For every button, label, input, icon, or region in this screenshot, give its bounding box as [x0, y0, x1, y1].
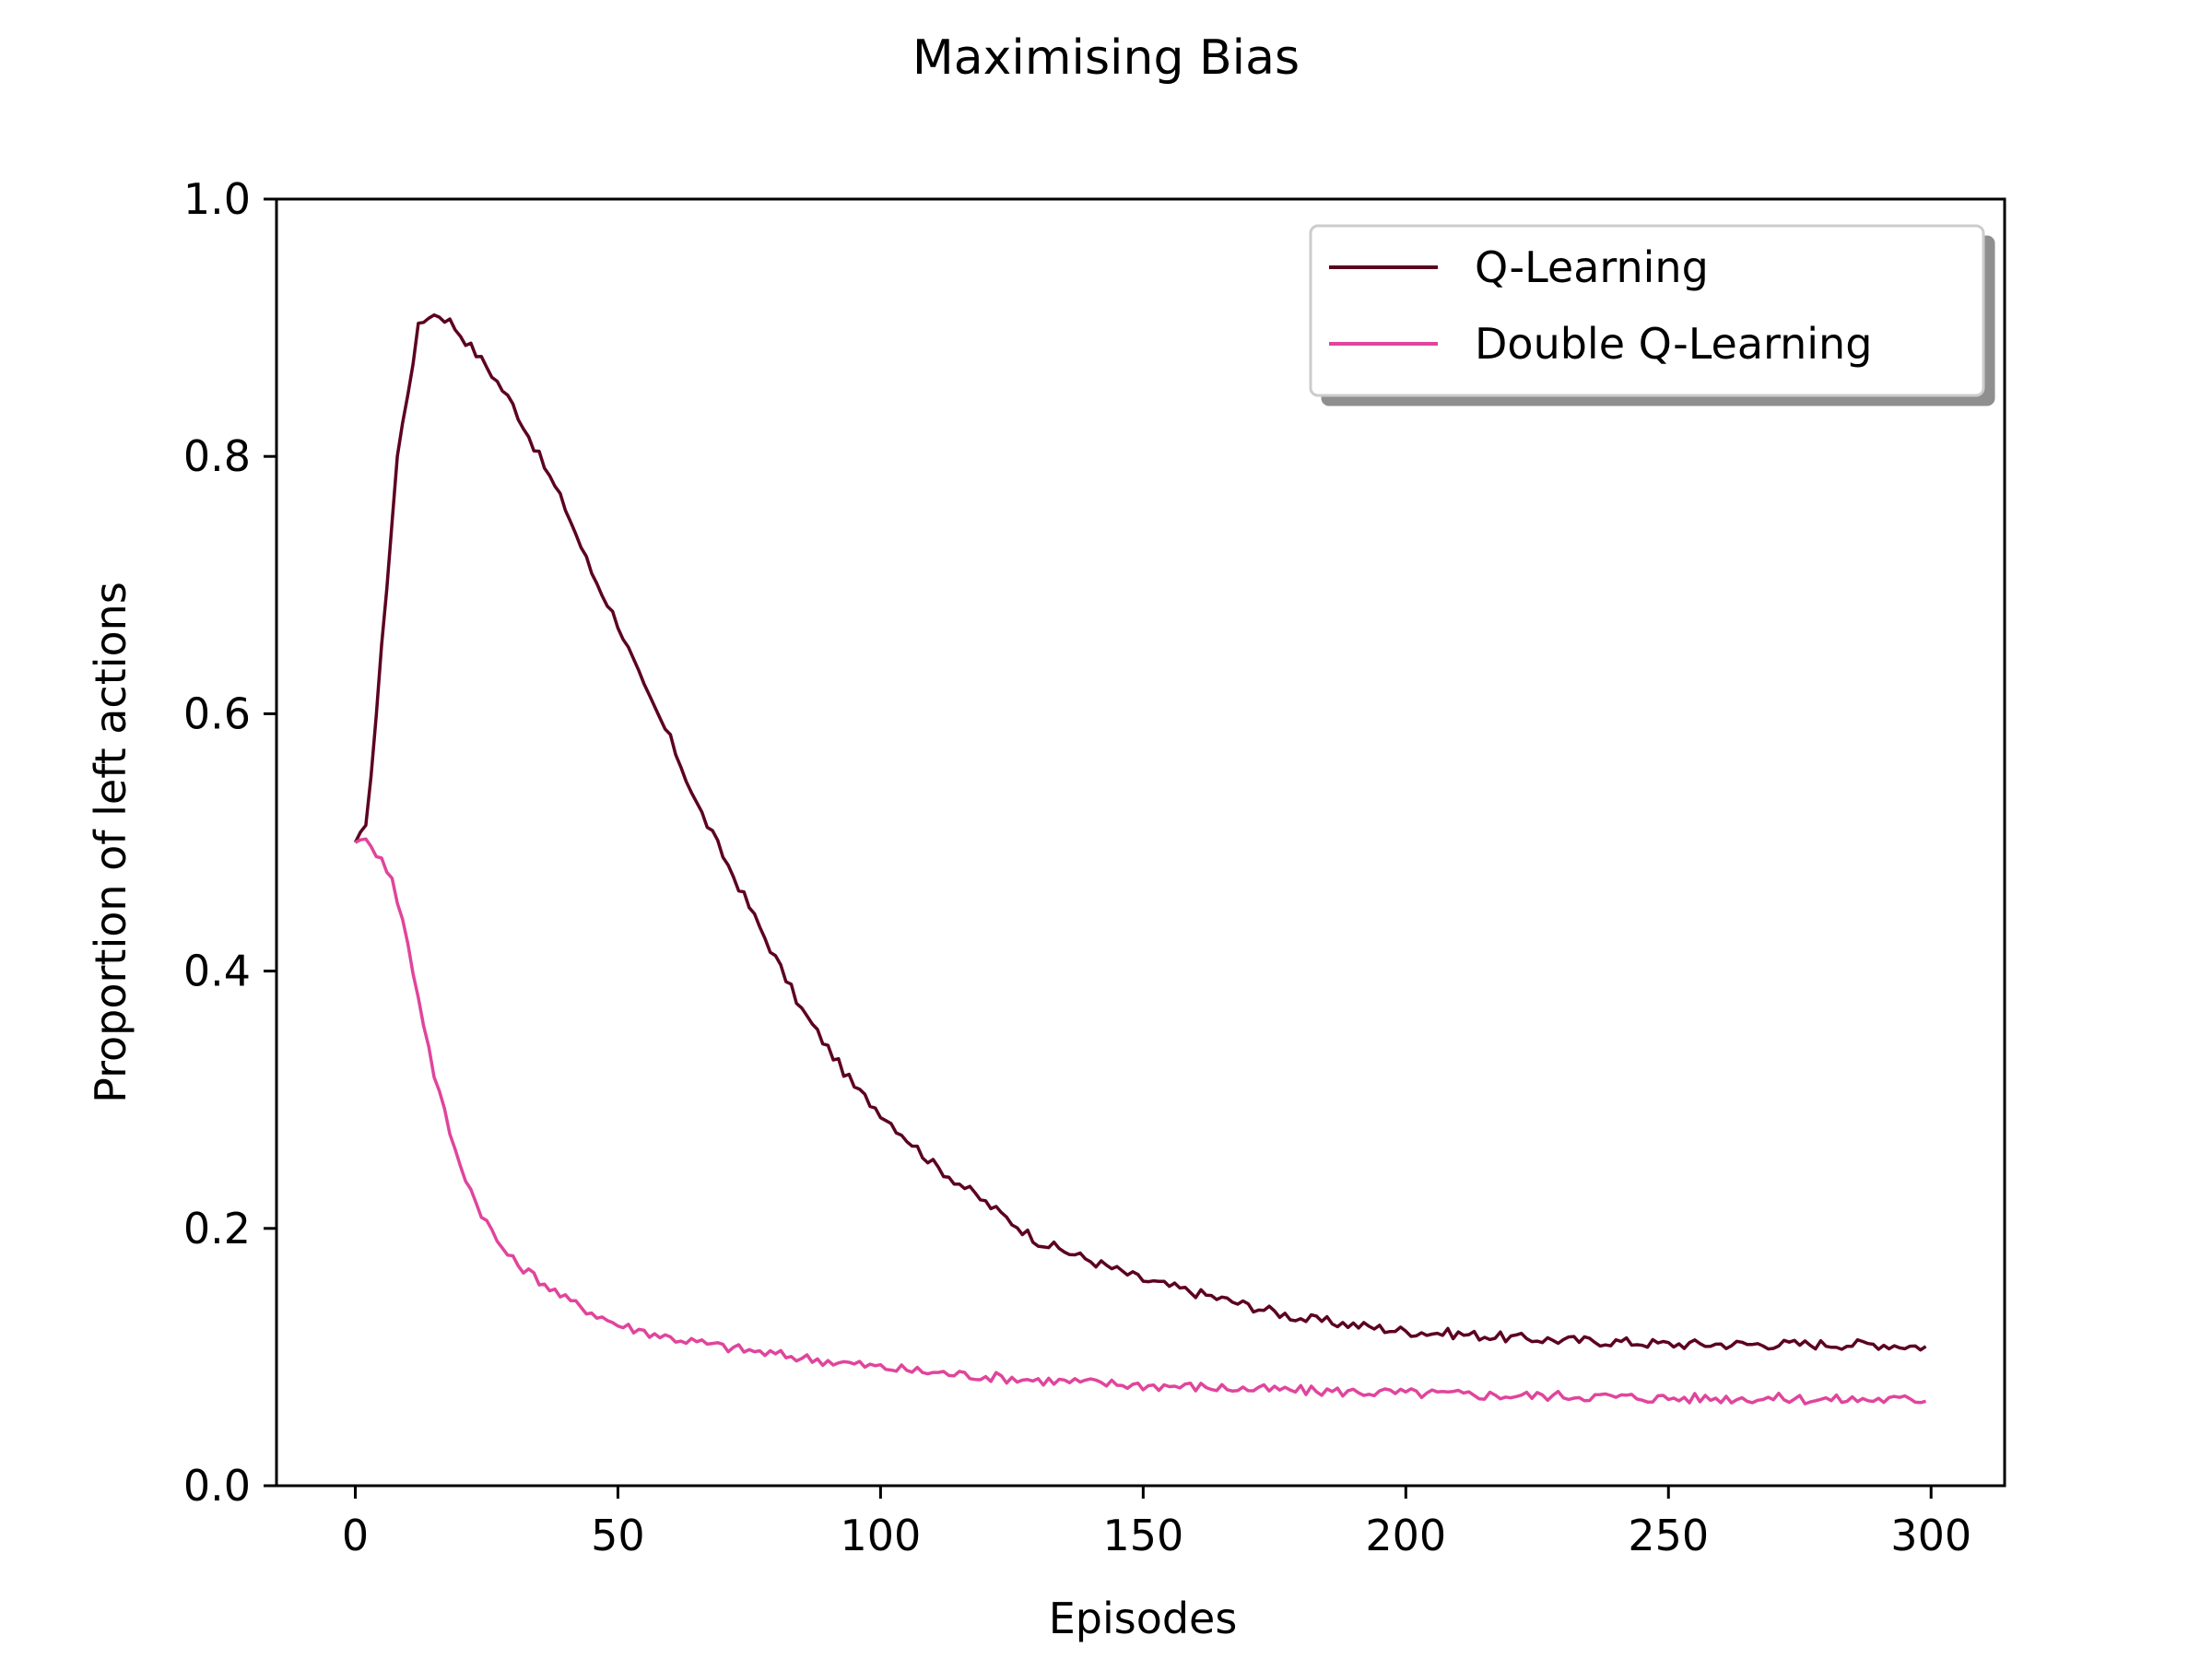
series-line-double-q-learning — [354, 837, 1926, 1406]
x-tick-label: 150 — [1102, 1511, 1183, 1560]
y-tick-label: 0.4 — [183, 947, 251, 996]
plot-frame — [275, 197, 2006, 1488]
legend-box — [1309, 224, 1985, 397]
x-axis-ticks: 0 50 100 150 200 250 300 — [342, 1486, 1971, 1560]
y-tick-label: 0.0 — [183, 1461, 251, 1511]
y-tick-label: 1.0 — [183, 174, 251, 224]
plot-lines — [353, 312, 1927, 1406]
x-tick-label: 200 — [1365, 1511, 1446, 1560]
x-tick-label: 100 — [840, 1511, 921, 1560]
y-axis-label: Proportion of left actions — [86, 582, 135, 1103]
y-tick-label: 0.8 — [183, 431, 251, 481]
x-tick-label: 300 — [1890, 1511, 1971, 1560]
y-tick-label: 0.2 — [183, 1204, 251, 1253]
series-line-q-learning — [353, 312, 1927, 1352]
x-tick-label: 0 — [342, 1511, 369, 1560]
y-tick-label: 0.6 — [183, 688, 251, 738]
x-tick-label: 250 — [1628, 1511, 1709, 1560]
y-axis-ticks: 0.0 0.2 0.4 0.6 0.8 1.0 — [183, 174, 276, 1511]
chart-title: Maximising Bias — [912, 30, 1300, 86]
x-tick-label: 50 — [591, 1511, 645, 1560]
legend-label-q-learning: Q-Learning — [1475, 242, 1709, 292]
legend-label-double-q-learning: Double Q-Learning — [1475, 319, 1872, 369]
x-axis-label: Episodes — [1049, 1594, 1238, 1643]
legend: Q-Learning Double Q-Learning — [1309, 224, 1995, 406]
